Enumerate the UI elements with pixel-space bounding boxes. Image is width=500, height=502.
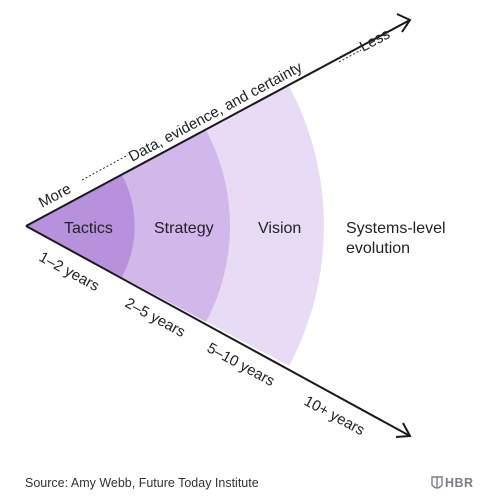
top-axis-arrowhead [396,13,412,33]
zone-systems-label-line2: evolution [346,240,410,257]
top-axis-dashes-left [81,154,129,181]
top-axis-end-label: Less [357,26,393,56]
source-credit: Source: Amy Webb, Future Today Institute [25,476,259,490]
zone-vision-label: Vision [258,220,301,237]
zone-tactics-shape [26,175,135,277]
time-label-systems: 10+ years [301,393,367,440]
zone-systems-label-line1: Systems-level [346,220,446,237]
hbr-shield-icon [431,476,443,489]
bottom-axis-arrowhead [395,422,412,438]
top-axis-dashes-right [338,49,362,63]
zone-strategy-label: Strategy [154,220,214,237]
zone-tactics-label: Tactics [64,220,113,237]
top-axis-line [25,19,411,227]
bottom-axis-line [25,225,411,437]
brand-logo-text: HBR [445,476,474,490]
